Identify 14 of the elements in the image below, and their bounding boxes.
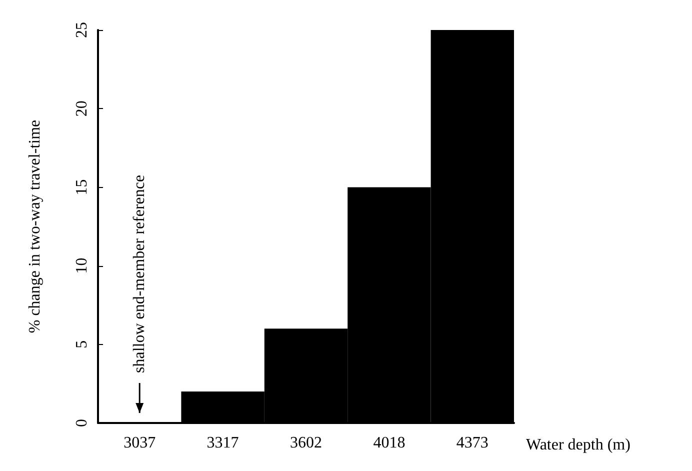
x-tick-label: 3602 xyxy=(290,434,322,452)
annotation: shallow end-member reference xyxy=(131,174,148,373)
y-tick-label: 0 xyxy=(74,419,90,427)
y-tick-label: 15 xyxy=(74,179,90,196)
y-axis-title: % change in two-way travel-time xyxy=(26,120,44,334)
y-tick-label: 25 xyxy=(74,22,90,38)
x-axis-title: Water depth (m) xyxy=(526,436,630,454)
y-tick-label: 10 xyxy=(74,258,90,274)
x-tick-label: 3317 xyxy=(206,434,239,452)
x-tick-label: 4373 xyxy=(456,434,488,452)
y-tick-label: 5 xyxy=(74,340,90,348)
y-tick-label: 20 xyxy=(74,100,90,117)
x-tick-label: 4018 xyxy=(373,434,406,452)
x-tick-label: 3037 xyxy=(124,434,156,452)
